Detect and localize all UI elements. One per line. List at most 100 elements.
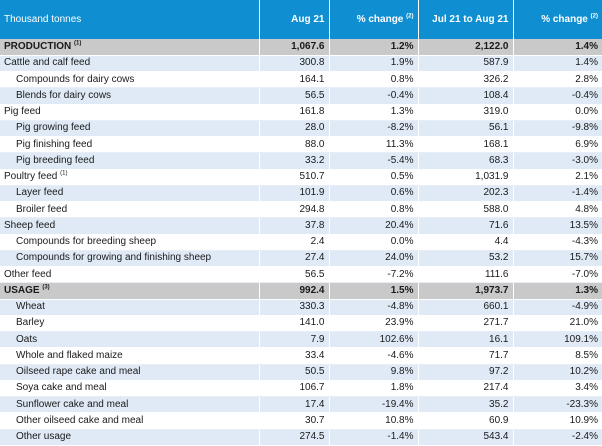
value-aug21: 2.4 bbox=[259, 234, 330, 251]
value-jul-aug: 588.0 bbox=[418, 201, 514, 219]
value-pct-change-1: 0.0% bbox=[329, 234, 419, 251]
row-label-text: Soya cake and meal bbox=[16, 382, 107, 394]
value-pct-change-1: 1.3% bbox=[329, 104, 419, 121]
value-jul-aug: 111.6 bbox=[418, 266, 514, 284]
header-footnote-2a: (2) bbox=[406, 13, 414, 20]
row-label-text: Compounds for breeding sheep bbox=[16, 236, 157, 248]
value-jul-aug: 4.4 bbox=[418, 234, 514, 251]
value-pct-change-2: 10.9% bbox=[513, 412, 602, 430]
value-pct-change-2: 8.5% bbox=[513, 347, 602, 365]
header-footnote-2b: (2) bbox=[590, 13, 598, 20]
row-label: Pig growing feed bbox=[0, 120, 260, 138]
table-row: Poultry feed (1) 510.7 0.5% 1,031.9 2.1% bbox=[0, 169, 602, 186]
header-unit-text: Thousand tonnes bbox=[4, 14, 82, 25]
row-label-text: Whole and flaked maize bbox=[16, 349, 123, 361]
row-label-text: Pig growing feed bbox=[16, 122, 91, 134]
value-pct-change-2: -3.0% bbox=[513, 152, 602, 170]
table-row: Compounds for breeding sheep 2.4 0.0% 4.4 -4… bbox=[0, 234, 602, 251]
value-aug21: 28.0 bbox=[259, 120, 330, 138]
table-row: Pig feed 161.8 1.3% 319.0 0.0% bbox=[0, 104, 602, 121]
value-pct-change-2: 13.5% bbox=[513, 217, 602, 235]
table-row: Other feed 56.5 -7.2% 111.6 -7.0% bbox=[0, 266, 602, 284]
value-pct-change-1: 0.8% bbox=[329, 71, 419, 89]
header-jul-aug-text: Jul 21 to Aug 21 bbox=[432, 14, 509, 25]
value-pct-change-2: -7.0% bbox=[513, 266, 602, 284]
value-aug21: 33.4 bbox=[259, 347, 330, 365]
value-aug21: 274.5 bbox=[259, 429, 330, 446]
table-row: Soya cake and meal 106.7 1.8% 217.4 3.4% bbox=[0, 380, 602, 398]
row-label-text: Sunflower cake and meal bbox=[16, 398, 129, 410]
value-jul-aug: 271.7 bbox=[418, 315, 514, 333]
section-row: PRODUCTION (1) 1,067.6 1.2% 2,122.0 1.4% bbox=[0, 39, 602, 56]
value-pct-change-2: -2.4% bbox=[513, 429, 602, 446]
value-aug21: 161.8 bbox=[259, 104, 330, 121]
value-jul-aug: 326.2 bbox=[418, 71, 514, 89]
value-jul-aug: 35.2 bbox=[418, 396, 514, 414]
row-label-text: Pig finishing feed bbox=[16, 138, 93, 150]
value-pct-change-1: 11.3% bbox=[329, 136, 419, 154]
row-label: Broiler feed bbox=[0, 201, 260, 219]
value-pct-change-2: -23.3% bbox=[513, 396, 602, 414]
value-aug21: 50.5 bbox=[259, 364, 330, 381]
row-label-text: Barley bbox=[16, 317, 45, 329]
row-label-text: Other oilseed cake and meal bbox=[16, 414, 144, 426]
header-aug21: Aug 21 bbox=[259, 0, 330, 39]
row-label: Compounds for dairy cows bbox=[0, 71, 260, 89]
table-row: Oats 7.9 102.6% 16.1 109.1% bbox=[0, 331, 602, 349]
row-label-text: Pig breeding feed bbox=[16, 154, 95, 166]
value-jul-aug: 168.1 bbox=[418, 136, 514, 154]
value-pct-change-1: -1.4% bbox=[329, 429, 419, 446]
table-row: Whole and flaked maize 33.4 -4.6% 71.7 8.5% bbox=[0, 347, 602, 365]
value-pct-change-2: 2.8% bbox=[513, 71, 602, 89]
row-label-text: Oilseed rape cake and meal bbox=[16, 366, 141, 378]
header-jul-aug: Jul 21 to Aug 21 bbox=[418, 0, 514, 39]
value-jul-aug: 202.3 bbox=[418, 185, 514, 203]
value-jul-aug: 68.3 bbox=[418, 152, 514, 170]
table-row: Pig breeding feed 33.2 -5.4% 68.3 -3.0% bbox=[0, 152, 602, 170]
row-label-text: Pig feed bbox=[4, 106, 41, 118]
value-pct-change-2: 6.9% bbox=[513, 136, 602, 154]
table-header: Thousand tonnes Aug 21 % change (2) Jul … bbox=[0, 0, 602, 39]
value-jul-aug: 53.2 bbox=[418, 250, 514, 268]
table-row: Sunflower cake and meal 17.4 -19.4% 35.2 -23… bbox=[0, 396, 602, 414]
row-label-text: Blends for dairy cows bbox=[16, 89, 112, 101]
value-pct-change-1: -0.4% bbox=[329, 87, 419, 105]
section-row: USAGE (3) 992.4 1.5% 1,973.7 1.3% bbox=[0, 282, 602, 300]
row-label: Other usage bbox=[0, 429, 260, 446]
value-pct-change-1: 9.8% bbox=[329, 364, 419, 381]
value-pct-change-1: -8.2% bbox=[329, 120, 419, 138]
table-row: Oilseed rape cake and meal 50.5 9.8% 97.2 10… bbox=[0, 364, 602, 381]
value-jul-aug: 108.4 bbox=[418, 87, 514, 105]
value-aug21: 17.4 bbox=[259, 396, 330, 414]
value-pct-change-2: 4.8% bbox=[513, 201, 602, 219]
row-label: Oilseed rape cake and meal bbox=[0, 364, 260, 381]
table-row: Other usage 274.5 -1.4% 543.4 -2.4% bbox=[0, 429, 602, 446]
value-pct-change-2: 1.4% bbox=[513, 39, 602, 56]
row-label-text: Compounds for dairy cows bbox=[16, 73, 135, 85]
value-pct-change-1: -19.4% bbox=[329, 396, 419, 414]
value-pct-change-2: 1.3% bbox=[513, 282, 602, 300]
value-pct-change-1: 20.4% bbox=[329, 217, 419, 235]
row-label-text: Layer feed bbox=[16, 187, 64, 199]
row-label: Oats bbox=[0, 331, 260, 349]
row-label-text: PRODUCTION bbox=[4, 40, 72, 52]
value-pct-change-1: 23.9% bbox=[329, 315, 419, 333]
value-pct-change-1: -5.4% bbox=[329, 152, 419, 170]
value-jul-aug: 1,031.9 bbox=[418, 169, 514, 186]
value-pct-change-2: -0.4% bbox=[513, 87, 602, 105]
value-aug21: 141.0 bbox=[259, 315, 330, 333]
row-label-text: Oats bbox=[16, 333, 38, 345]
row-label-text: Poultry feed bbox=[4, 171, 58, 183]
value-jul-aug: 319.0 bbox=[418, 104, 514, 121]
table-row: Blends for dairy cows 56.5 -0.4% 108.4 -0.4% bbox=[0, 87, 602, 105]
row-label: Sheep feed bbox=[0, 217, 260, 235]
value-pct-change-2: 3.4% bbox=[513, 380, 602, 398]
value-pct-change-1: 0.8% bbox=[329, 201, 419, 219]
value-pct-change-2: -4.9% bbox=[513, 299, 602, 316]
value-aug21: 106.7 bbox=[259, 380, 330, 398]
table-row: Barley 141.0 23.9% 271.7 21.0% bbox=[0, 315, 602, 333]
table-row: Other oilseed cake and meal 30.7 10.8% 60.9… bbox=[0, 412, 602, 430]
value-jul-aug: 543.4 bbox=[418, 429, 514, 446]
value-aug21: 992.4 bbox=[259, 282, 330, 300]
value-jul-aug: 587.9 bbox=[418, 55, 514, 73]
